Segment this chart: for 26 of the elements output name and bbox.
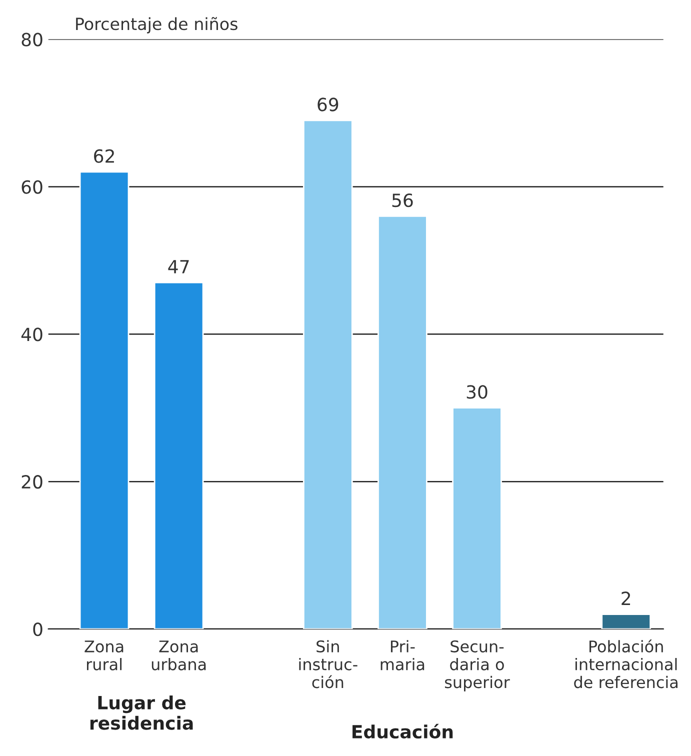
bar	[79, 171, 130, 629]
data-label: 47	[168, 260, 189, 274]
text: Lugar de residencia	[90, 696, 193, 730]
data-label: 30	[466, 385, 488, 399]
y-tick-label: 80	[22, 32, 42, 46]
y-tick-label: 0	[33, 622, 42, 636]
data-label: 2	[622, 592, 630, 605]
bar	[452, 407, 502, 629]
y-tick-label: 20	[22, 475, 42, 489]
x-tick-label: Zona urbana	[152, 640, 206, 670]
bar	[601, 614, 652, 629]
x-tick-label: Zona rural	[84, 640, 124, 670]
x-tick-label: Pri- maria	[380, 640, 424, 670]
x-tick-label: Población internacional de referencia	[574, 639, 678, 688]
y-tick-label: 60	[22, 180, 42, 194]
x-tick-label: Sin instruc- ción	[299, 640, 358, 688]
y-axis-title: Porcentaje de niños	[76, 17, 238, 34]
bar	[302, 120, 353, 629]
bar	[154, 282, 204, 629]
x-tick-label: Secun- daria o superior	[444, 640, 510, 692]
data-label: 69	[318, 98, 338, 112]
data-label: 62	[94, 149, 114, 163]
data-label: 56	[392, 194, 413, 208]
text: Educación	[352, 724, 453, 739]
bar	[378, 216, 428, 629]
y-tick-label: 40	[21, 328, 42, 342]
